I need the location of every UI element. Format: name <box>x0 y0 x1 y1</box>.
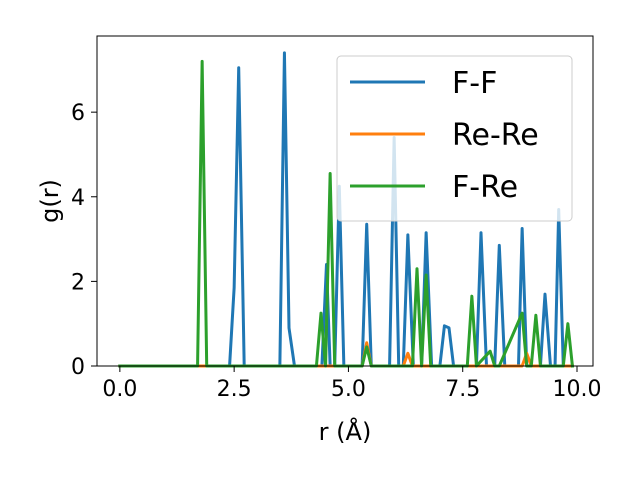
y-tick-label: 2 <box>71 270 85 295</box>
y-tick-label: 6 <box>71 101 85 126</box>
x-tick-label: 0.0 <box>102 377 137 402</box>
x-tick-label: 10.0 <box>553 377 602 402</box>
x-axis-title: r (Å) <box>319 417 372 446</box>
x-tick-label: 5.0 <box>331 377 366 402</box>
x-tick-label: 2.5 <box>217 377 252 402</box>
y-axis-title: g(r) <box>36 179 64 223</box>
y-axis-ticks: 0 2 4 6 <box>71 101 97 380</box>
x-axis-ticks: 0.0 2.5 5.0 7.5 10.0 <box>102 366 601 402</box>
y-tick-label: 4 <box>71 186 85 211</box>
legend-label-f-f: F-F <box>452 66 497 101</box>
plot-frame <box>96 35 594 367</box>
y-tick-label: 0 <box>71 355 85 380</box>
legend-box <box>336 55 573 222</box>
legend: F-F Re-Re F-Re <box>336 55 573 222</box>
legend-label-f-re: F-Re <box>452 170 518 205</box>
x-tick-label: 7.5 <box>445 377 480 402</box>
legend-label-re-re: Re-Re <box>452 118 539 153</box>
